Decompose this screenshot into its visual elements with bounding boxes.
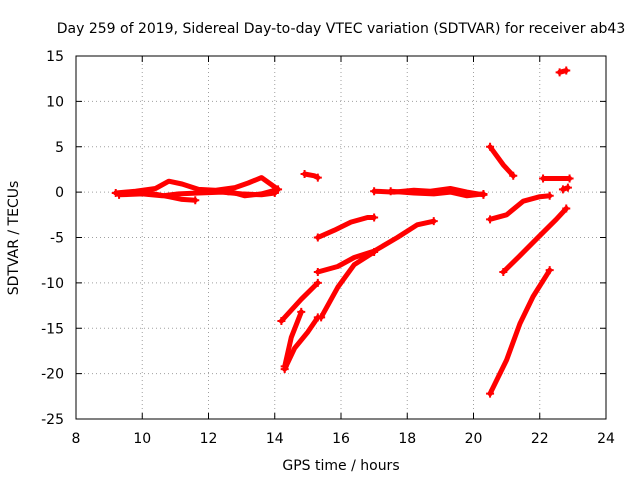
y-tick-label: -10 <box>41 276 64 292</box>
data-point-marker <box>370 213 379 222</box>
x-tick-labels: 8 10 12 14 16 18 20 22 24 <box>72 431 615 447</box>
data-point-marker <box>545 266 554 275</box>
data-point-marker <box>144 189 153 198</box>
data-trace-20 <box>487 267 553 397</box>
x-tick-label: 22 <box>531 431 549 447</box>
data-point-marker <box>115 190 124 199</box>
y-tick-label: 15 <box>46 49 64 65</box>
data-point-marker <box>280 362 289 371</box>
data-trace-14 <box>487 144 516 179</box>
data-point-marker <box>317 313 326 322</box>
data-trace-9 <box>282 309 304 369</box>
data-point-marker <box>277 316 286 325</box>
x-tick-label: 18 <box>398 431 416 447</box>
data-point-marker <box>313 278 322 287</box>
data-trace-11 <box>318 249 377 320</box>
x-tick-label: 12 <box>200 431 218 447</box>
data-point-marker <box>509 171 518 180</box>
data-point-marker <box>565 174 574 183</box>
data-trace-6 <box>315 215 377 240</box>
data-trace-3 <box>146 190 198 203</box>
x-tick-label: 10 <box>133 431 151 447</box>
data-point-marker <box>499 267 508 276</box>
y-tick-label: -20 <box>41 367 64 383</box>
y-tick-label: -15 <box>41 321 64 337</box>
data-trace-7 <box>278 280 321 324</box>
data-trace-19 <box>500 206 569 275</box>
data-point-marker <box>270 186 279 195</box>
data-point-marker <box>545 191 554 200</box>
data-point-marker <box>297 307 306 316</box>
data-point-marker <box>558 185 567 194</box>
data-point-marker <box>429 217 438 226</box>
data-trace-8 <box>282 314 321 372</box>
y-axis-label: SDTVAR / TECUs <box>6 181 22 296</box>
data-point-marker <box>479 189 488 198</box>
x-tick-label: 20 <box>465 431 483 447</box>
data-point-marker <box>313 267 322 276</box>
data-point-marker <box>370 248 379 257</box>
data-point-marker <box>486 215 495 224</box>
y-tick-label: -25 <box>41 412 64 428</box>
data-point-marker <box>386 187 395 196</box>
y-tick-label: -5 <box>50 231 64 247</box>
x-tick-label: 8 <box>72 431 81 447</box>
data-point-marker <box>313 173 322 182</box>
data-trace-15 <box>487 193 553 222</box>
x-axis-label: GPS time / hours <box>282 458 399 474</box>
y-tick-label: 0 <box>55 185 64 201</box>
data-point-marker <box>539 174 548 183</box>
data-point-marker <box>486 389 495 398</box>
data-point-marker <box>562 204 571 213</box>
y-tick-label: 10 <box>46 94 64 110</box>
x-tick-label: 16 <box>332 431 350 447</box>
x-tick-label: 24 <box>597 431 615 447</box>
data-point-marker <box>562 66 571 75</box>
chart-title: Day 259 of 2019, Sidereal Day-to-day VTE… <box>57 21 626 37</box>
data-point-marker <box>191 196 200 205</box>
plot-frame <box>75 55 607 420</box>
data-series <box>111 66 574 398</box>
grid-lines <box>76 56 606 419</box>
data-point-marker <box>313 233 322 242</box>
data-trace-13 <box>388 188 486 199</box>
data-point-marker <box>486 142 495 151</box>
y-tick-label: 5 <box>55 140 64 156</box>
data-point-marker <box>563 183 572 192</box>
data-point-marker <box>300 169 309 178</box>
data-trace-4 <box>225 187 278 199</box>
x-tick-label: 14 <box>266 431 284 447</box>
data-point-marker <box>224 187 233 196</box>
y-tick-labels: 15 10 5 0 -5 -10 -15 -20 -25 <box>41 49 64 428</box>
data-point-marker <box>370 187 379 196</box>
data-point-marker <box>555 68 564 77</box>
